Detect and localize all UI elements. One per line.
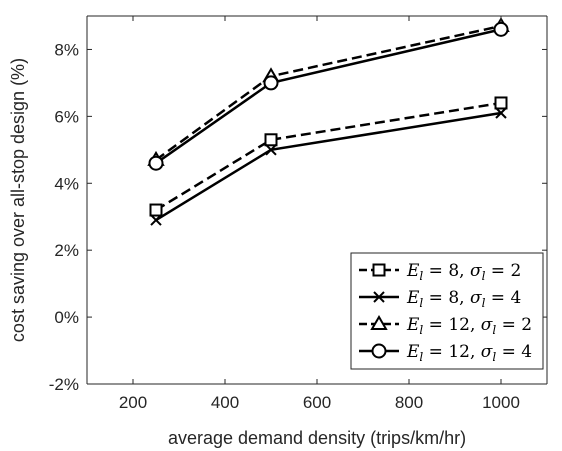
legend-marker-4 — [371, 343, 387, 359]
legend: El = 8, σl = 2 El = 8, σl = 4 El = 12, σl … — [350, 252, 544, 370]
series-4-point-1 — [148, 155, 164, 171]
series-2-point-2 — [265, 144, 277, 156]
legend-marker-2 — [373, 291, 385, 303]
axes-layer: 200 400 600 800 1000 -2% 0% 2% 4% 6% 8% — [49, 15, 548, 412]
x-tick-label: 400 — [211, 393, 239, 412]
series-1-point-3 — [494, 96, 508, 110]
y-axis-label: cost saving over all-stop design (%) — [8, 58, 28, 342]
series-2-point-3 — [495, 107, 507, 119]
x-tick-label: 600 — [303, 393, 331, 412]
series-2-point-1-stroke-b — [150, 214, 162, 226]
series-layer — [147, 17, 510, 226]
y-tick-label: 0% — [54, 308, 79, 327]
legend-marker-2-stroke-b — [373, 291, 385, 303]
y-tick-label: 2% — [54, 241, 79, 260]
series-1 — [149, 96, 508, 217]
series-4-point-3 — [493, 21, 509, 37]
series-2-point-3-stroke-b — [495, 107, 507, 119]
x-axis-label: average demand density (trips/km/hr) — [168, 428, 466, 448]
series-2-point-1 — [150, 214, 162, 226]
legend-marker-1 — [372, 263, 386, 277]
y-tick-label: 8% — [54, 40, 79, 59]
legend-entry-4: El = 12, σl = 4 — [359, 342, 532, 364]
series-4 — [148, 21, 509, 171]
legend-entry-2: El = 8, σl = 4 — [359, 288, 521, 310]
series-2 — [150, 107, 507, 226]
legend-marker-3 — [370, 315, 388, 330]
series-1-line — [155, 101, 502, 212]
legend-entry-3: El = 12, σl = 2 — [359, 315, 532, 337]
series-1-point-1 — [149, 203, 163, 217]
y-tick-label: 4% — [54, 174, 79, 193]
x-tick-label: 200 — [119, 393, 147, 412]
series-1-point-2 — [264, 133, 278, 147]
x-tick-label: 800 — [395, 393, 423, 412]
y-tick-label: -2% — [49, 375, 79, 394]
legend-label-4: El = 12, σl = 4 — [406, 342, 532, 364]
series-2-point-2-stroke-b — [265, 144, 277, 156]
legend-entry-1: El = 8, σl = 2 — [359, 261, 521, 283]
legend-label-2: El = 8, σl = 4 — [406, 288, 521, 310]
legend-label-3: El = 12, σl = 2 — [406, 315, 532, 337]
x-tick-label: 1000 — [482, 393, 520, 412]
y-tick-label: 6% — [54, 107, 79, 126]
legend-label-1: El = 8, σl = 2 — [406, 261, 521, 283]
series-4-point-2 — [263, 75, 279, 91]
